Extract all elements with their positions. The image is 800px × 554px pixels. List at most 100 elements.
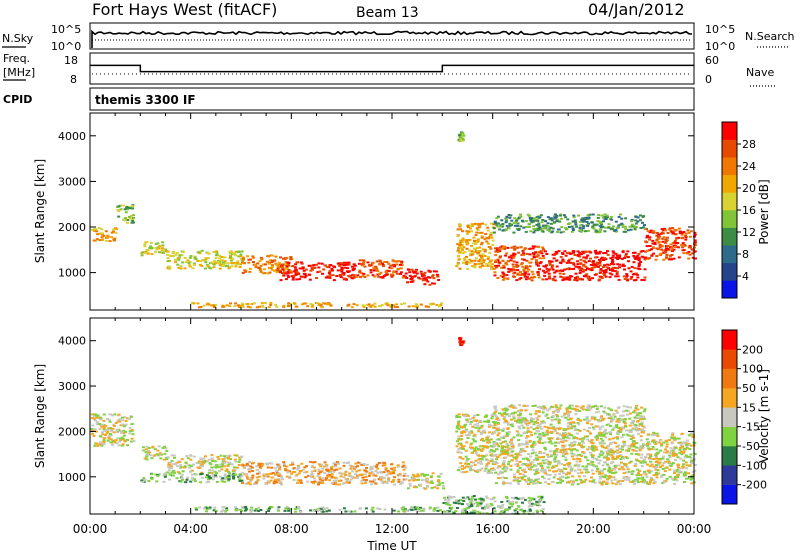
power-cell — [289, 271, 293, 274]
velocity-cell — [462, 445, 466, 448]
power-cell — [462, 246, 466, 249]
velocity-cell — [118, 440, 122, 443]
velocity-cell — [496, 434, 500, 437]
power-ytick-label: 3000 — [58, 175, 86, 188]
power-cell — [538, 226, 542, 229]
velocity-cell — [110, 414, 114, 417]
power-cell — [176, 263, 180, 266]
velocity-cell — [507, 463, 510, 466]
power-cell — [641, 215, 645, 218]
power-cell — [501, 278, 505, 281]
velocity-cell — [238, 478, 242, 480]
velocity-cell — [210, 472, 214, 475]
power-cell — [90, 228, 94, 231]
velocity-cell — [584, 478, 588, 481]
power-cell — [582, 260, 586, 262]
velocity-cell — [103, 429, 107, 432]
velocity-cell — [224, 457, 228, 459]
power-cell — [498, 228, 502, 231]
power-cell — [332, 279, 336, 282]
velocity-cell — [456, 450, 460, 453]
power-cell — [530, 270, 534, 273]
power-cell — [169, 254, 173, 257]
power-cell — [406, 281, 410, 284]
velocity-cell — [567, 432, 571, 435]
power-cell — [578, 229, 582, 232]
power-cell — [532, 228, 536, 230]
velocity-cell — [349, 478, 353, 481]
velocity-cell — [197, 460, 201, 463]
velocity-cell — [498, 465, 502, 468]
velocity-cell — [533, 432, 537, 435]
power-cell — [553, 217, 557, 220]
velocity-cell — [452, 501, 456, 504]
power-cell — [490, 259, 494, 262]
power-cell — [528, 265, 532, 268]
power-cell — [196, 302, 200, 305]
power-cell — [588, 213, 592, 216]
power-cell — [333, 265, 336, 268]
power-cell — [129, 207, 133, 210]
power-cell — [456, 249, 460, 252]
velocity-cell — [98, 428, 102, 431]
power-cell — [478, 258, 482, 261]
velocity-cell — [671, 462, 675, 464]
power-cell — [478, 231, 482, 234]
power-cell — [633, 227, 637, 230]
velocity-cell — [373, 478, 376, 481]
power-cell — [531, 273, 535, 276]
velocity-cell — [176, 471, 180, 473]
velocity-cell — [530, 434, 534, 437]
velocity-cell — [102, 439, 106, 441]
velocity-cell — [257, 510, 261, 512]
power-cell — [559, 231, 563, 234]
velocity-cell — [635, 459, 639, 462]
power-cell — [198, 260, 202, 263]
power-cell — [181, 261, 185, 264]
velocity-cell — [677, 464, 681, 467]
velocity-cell — [475, 505, 479, 508]
power-cell — [162, 251, 166, 254]
velocity-cell — [619, 454, 623, 457]
velocity-cell — [369, 468, 373, 471]
power-cell — [431, 274, 435, 277]
velocity-cell — [315, 510, 319, 513]
velocity-cell — [539, 436, 543, 438]
velocity-cell — [291, 471, 295, 473]
velocity-cell — [607, 444, 610, 447]
power-cell — [130, 221, 134, 224]
power-cell — [542, 227, 546, 230]
velocity-cell — [651, 439, 655, 442]
velocity-cell — [537, 503, 541, 506]
power-cell — [269, 303, 273, 306]
power-cell — [468, 252, 472, 255]
power-cell — [339, 269, 343, 272]
power-cell — [544, 224, 547, 227]
velocity-cell — [97, 416, 101, 419]
velocity-cell — [480, 458, 484, 461]
power-cell — [477, 260, 481, 263]
power-cell — [615, 272, 619, 275]
power-cell — [315, 277, 318, 279]
velocity-cell — [611, 476, 615, 479]
velocity-cell — [426, 485, 429, 488]
velocity-cell — [553, 460, 557, 463]
power-cell — [279, 271, 282, 274]
power-cell — [670, 249, 674, 252]
velocity-cell — [473, 414, 476, 417]
velocity-cell — [250, 506, 254, 509]
velocity-cell — [502, 466, 506, 469]
noise-tick-top-left: 10^5 — [51, 23, 81, 36]
velocity-band-2 — [165, 454, 244, 475]
velocity-cell — [466, 458, 470, 460]
velocity-cell — [112, 424, 116, 427]
velocity-cell — [677, 466, 680, 469]
power-cell — [116, 209, 120, 211]
velocity-cell — [591, 456, 594, 459]
velocity-cell — [614, 436, 617, 439]
power-cell — [293, 266, 297, 269]
velocity-cell — [145, 458, 149, 461]
velocity-cell — [525, 440, 529, 443]
velocity-cell — [402, 478, 406, 481]
velocity-cell — [464, 462, 468, 465]
